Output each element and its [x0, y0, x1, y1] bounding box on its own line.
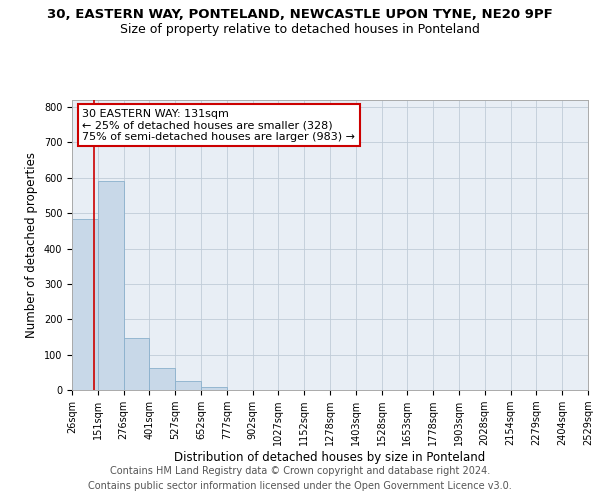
Y-axis label: Number of detached properties: Number of detached properties: [25, 152, 38, 338]
Bar: [124, 338, 149, 390]
Text: 30, EASTERN WAY, PONTELAND, NEWCASTLE UPON TYNE, NE20 9PF: 30, EASTERN WAY, PONTELAND, NEWCASTLE UP…: [47, 8, 553, 20]
Bar: [149, 368, 175, 390]
Bar: [72, 219, 98, 390]
Bar: [175, 381, 201, 390]
Text: Contains HM Land Registry data © Crown copyright and database right 2024.: Contains HM Land Registry data © Crown c…: [110, 466, 490, 476]
Text: Contains public sector information licensed under the Open Government Licence v3: Contains public sector information licen…: [88, 481, 512, 491]
X-axis label: Distribution of detached houses by size in Ponteland: Distribution of detached houses by size …: [175, 451, 485, 464]
Bar: [201, 387, 227, 390]
Bar: [98, 180, 124, 390]
Text: 30 EASTERN WAY: 131sqm
← 25% of detached houses are smaller (328)
75% of semi-de: 30 EASTERN WAY: 131sqm ← 25% of detached…: [82, 108, 355, 142]
Text: Size of property relative to detached houses in Ponteland: Size of property relative to detached ho…: [120, 22, 480, 36]
